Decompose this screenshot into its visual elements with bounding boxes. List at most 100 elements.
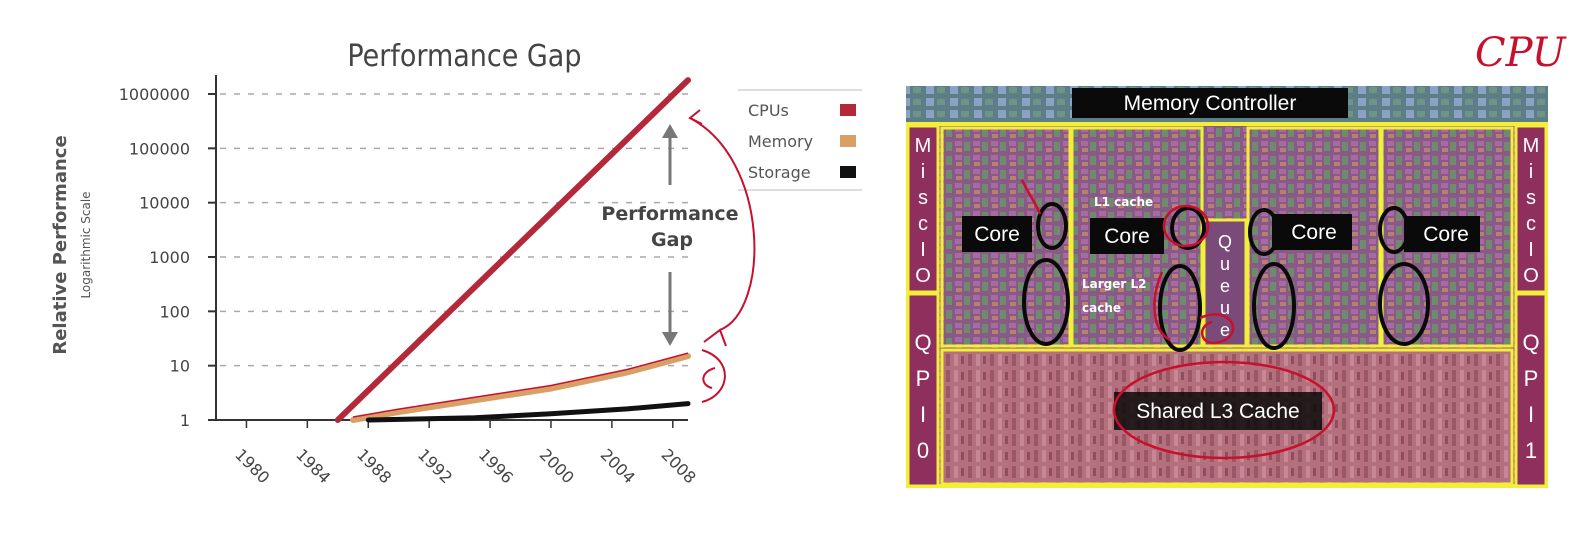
legend: CPUs Memory Storage — [738, 89, 862, 191]
grid-layer — [220, 93, 688, 367]
qpi-right-letter: I — [1528, 402, 1534, 427]
y-tick-label: 100 — [159, 302, 190, 321]
qpi-right-region — [1514, 292, 1548, 488]
hand-arc-bottom — [701, 349, 726, 403]
core-label-bg-2 — [1090, 218, 1164, 254]
x-tick-label: 1988 — [353, 445, 395, 487]
legend-swatch-memory — [840, 135, 856, 147]
core-label-2: Core — [1104, 225, 1150, 248]
misc-io-right-region — [1514, 124, 1548, 294]
x-tick-label: 2008 — [658, 445, 700, 487]
chart-title: Performance Gap — [347, 39, 581, 74]
y-tick-label: 1000000 — [119, 85, 190, 104]
l1-circle-3 — [1248, 208, 1280, 256]
legend-label-cpus: CPUs — [748, 101, 789, 120]
qpi-right-letter: Q — [1522, 330, 1539, 355]
misc-left-letter: c — [918, 213, 928, 235]
l2-cache-label-line1: Larger L2 — [1082, 277, 1146, 291]
chart-svg: Performance Gap Relative Performance Log… — [50, 39, 862, 487]
misc-left-letter: M — [915, 135, 932, 157]
gap-label-line2: Gap — [651, 229, 693, 251]
memory-controller-label-bg — [1072, 88, 1348, 118]
hand-scribble-l2 — [1153, 271, 1171, 342]
qpi-left-region — [906, 292, 940, 488]
x-ticks: 1980 1984 1988 1992 1996 2000 2004 2008 — [231, 420, 700, 487]
hand-circle-l3 — [1112, 360, 1336, 460]
l1-cache-label: L1 cache — [1094, 195, 1153, 209]
y-tick-label: 10000 — [139, 194, 190, 213]
core-label-bg-3 — [1272, 214, 1352, 250]
misc-left-letter: I — [920, 239, 926, 261]
l3-label: Shared L3 Cache — [1136, 400, 1299, 423]
l2-circle-1 — [1022, 258, 1070, 346]
queue-letters-letter: u — [1220, 254, 1230, 274]
hand-trace-memory — [352, 352, 689, 418]
gap-label-line1: Performance — [601, 203, 738, 225]
l2-cache-label-line2: cache — [1082, 301, 1121, 315]
misc-left-letter: O — [915, 265, 931, 287]
gap-arrowhead-up — [662, 124, 678, 138]
legend-swatch-cpus — [840, 104, 856, 116]
queue-letters-letter: e — [1220, 320, 1230, 340]
performance-gap-chart: Performance Gap Relative Performance Log… — [50, 39, 862, 487]
queue-letters-letter: e — [1220, 276, 1230, 296]
series-line-cpus — [334, 77, 691, 423]
l2-circle-2 — [1158, 264, 1202, 352]
l2-circles — [1022, 258, 1430, 352]
misc-right-letter: O — [1523, 265, 1539, 287]
gap-annotation: Performance Gap — [601, 124, 739, 346]
qpi-right: QPI 1 — [1522, 330, 1539, 463]
y-tick-label: 100000 — [129, 139, 190, 158]
qpi-right-letter: 1 — [1525, 438, 1537, 463]
misc-right-letter: i — [1529, 161, 1533, 183]
hand-curl — [702, 367, 716, 389]
y-axis-label: Relative Performance — [50, 135, 71, 354]
l2-circle-4 — [1378, 262, 1430, 346]
hand-scribble-core1 — [1020, 179, 1042, 215]
core-label-3: Core — [1291, 221, 1337, 244]
core-block-1 — [940, 126, 1072, 348]
handwritten-circles — [1020, 179, 1336, 460]
misc-left-letter: s — [918, 187, 928, 209]
x-tick-label: 1984 — [292, 445, 334, 487]
memory-controller-label: Memory Controller — [1124, 92, 1297, 115]
qpi-right-letter: P — [1524, 366, 1539, 391]
x-tick-label: 1980 — [231, 445, 273, 487]
l1-circle-4 — [1378, 206, 1410, 254]
core-label-1: Core — [974, 223, 1020, 246]
qpi-left-letter: I — [920, 402, 926, 427]
y-ticks: 1000000 100000 10000 1000 100 10 1 — [119, 85, 216, 430]
core-label-bg-4 — [1404, 216, 1480, 252]
legend-label-storage: Storage — [748, 163, 811, 182]
gap-arrowhead-down — [662, 332, 678, 346]
misc-right-letter: M — [1523, 135, 1540, 157]
core-label-bg-1 — [962, 216, 1032, 252]
hand-circle-l1 — [1162, 204, 1210, 248]
x-tick-label: 2004 — [597, 445, 639, 487]
l2-circle-3 — [1252, 262, 1296, 350]
misc-right-letter: I — [1528, 239, 1534, 261]
x-tick-label: 1992 — [414, 445, 456, 487]
series-line-memory — [350, 353, 691, 423]
queue-letters-letter: u — [1220, 298, 1230, 318]
hand-arrowhead-top — [688, 109, 703, 125]
misc-left-letter: i — [921, 161, 925, 183]
y-tick-label: 1000 — [149, 248, 190, 267]
hand-scribble-queue — [1199, 313, 1235, 345]
misc-right-letter: c — [1526, 213, 1536, 235]
series-layer — [334, 77, 691, 423]
queue-block — [1202, 218, 1248, 348]
x-tick-label: 1996 — [475, 445, 517, 487]
l1-circles — [1036, 202, 1410, 256]
y-axis-sublabel: Logarithmic Scale — [79, 191, 93, 298]
l1-circle-1 — [1036, 202, 1068, 250]
qpi-left: QPI 0 — [914, 330, 931, 463]
qpi-left-letter: Q — [914, 330, 931, 355]
x-tick-label: 2000 — [536, 445, 578, 487]
queue-letters-letter: Q — [1218, 232, 1232, 252]
series-line-storage — [365, 401, 691, 423]
